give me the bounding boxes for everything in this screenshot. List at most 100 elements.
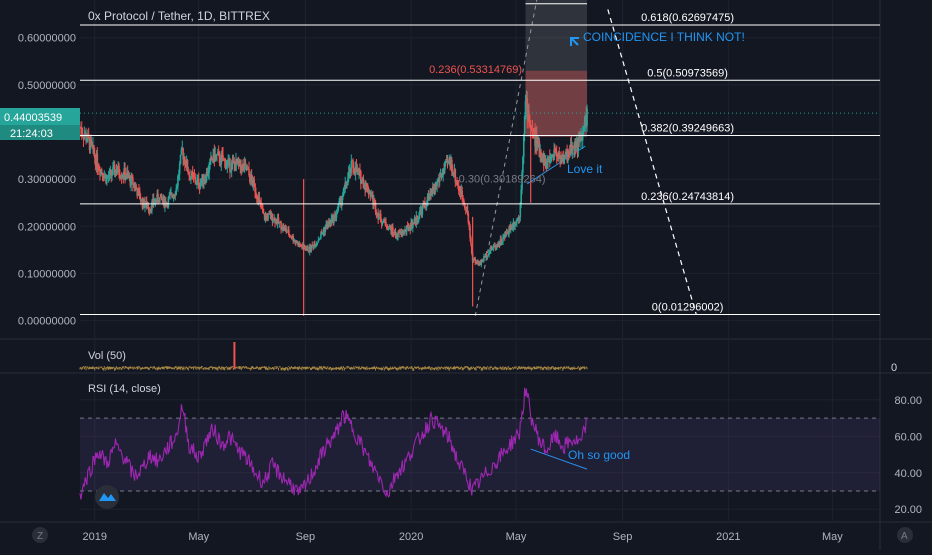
candle-body [215,154,217,156]
rsi-axis[interactable]: 80.00 60.00 40.00 20.00 [894,395,922,516]
candle-body [400,231,403,235]
volume-bar [158,366,160,370]
candle-body [509,224,512,231]
volume-bar [417,366,419,368]
volume-bar [203,367,205,370]
price-badge[interactable]: 0.44003539 21:24:03 [0,108,80,140]
volume-bar [299,367,301,370]
volume-bar [415,366,417,369]
candle-body [389,225,392,229]
candle-body [100,169,103,173]
time-tick-label: May [822,531,843,543]
right-badge[interactable]: A [897,527,913,543]
volume-bar [447,366,449,370]
candle-body [82,136,85,139]
volume-bar [89,367,91,369]
volume-bar [570,367,572,370]
candle-body [88,137,91,151]
volume-bar [154,366,156,369]
candle-body [110,169,113,176]
volume-bar [551,366,553,369]
volume-bar [442,367,444,370]
candle-body [228,158,230,159]
volume-bar [569,367,571,370]
volume-bar [373,366,375,369]
candle-body [534,131,536,147]
fib-level-label: 0.236(0.24743814) [641,191,734,203]
candle-body [99,170,101,175]
candle-body [477,261,479,263]
candle-body [479,262,482,265]
volume-bar [500,367,502,370]
trend-line-dashed [474,0,538,316]
volume-bar [404,367,406,370]
volume-bar [362,366,364,369]
candle-body [491,248,494,250]
candle-body [515,223,517,224]
candle-body [174,194,177,196]
annotation-love-it[interactable]: Love it [567,162,603,176]
candle-body [96,153,99,169]
volume-bar [464,366,466,369]
candle-body [103,175,106,179]
volume-bar [147,367,149,371]
annotation-coincidence[interactable]: COINCIDENCE I THINK NOT! [583,30,745,44]
annotation-oh-so-good[interactable]: Oh so good [568,448,630,462]
candle-body [425,205,428,207]
candle-body [460,190,463,197]
volume-bar [236,366,238,368]
candle-body [529,124,532,128]
time-tick-label: May [188,531,209,543]
volume-bar [516,367,518,369]
volume-bar [391,367,393,370]
volume-bar [363,367,365,370]
candle-body [138,188,140,192]
candle-body [150,208,152,211]
volume-bar [328,367,330,370]
volume-bar [336,367,338,369]
left-badge[interactable]: Z [32,527,48,543]
volume-bar [273,367,275,370]
candle-body [323,229,326,233]
volume-bar [439,367,441,370]
volume-bar [97,366,99,370]
volume-bar [168,366,170,369]
volume-bar [213,366,215,369]
volume-bar [459,367,461,370]
candle-body [442,169,444,176]
candle-body [347,173,350,179]
candle-body [369,192,372,197]
volume-bar [187,367,189,371]
candle-body [568,152,570,154]
candle-body [194,177,197,183]
volume-bar [382,366,384,368]
candle-body [429,190,431,196]
candle-body [81,133,84,137]
time-axis[interactable]: 2019 May Sep 2020 May Sep 2021 May [82,531,843,543]
candle-body [384,218,386,223]
volume-bar [332,367,334,370]
volume-bar [546,367,548,370]
volume-bar [148,367,150,370]
candle-body [487,254,490,257]
candle-body [204,179,207,182]
candle-body [585,115,587,126]
volume-bar [241,366,243,369]
candle-body [463,200,465,204]
candle-body [475,262,477,264]
candle-body [221,154,223,156]
candle-body [276,217,279,225]
price-tick-label: 0.20000000 [18,221,76,233]
volume-bar [388,367,390,371]
tradingview-logo-icon[interactable] [95,485,119,509]
candle-body [358,170,360,172]
volume-bar [378,367,380,370]
volume-bar [362,366,364,370]
candle-body [403,230,405,234]
volume-bar [120,367,122,369]
volume-bar [226,367,228,370]
volume-bar [222,367,224,370]
volume-bar [343,367,345,371]
candle-body [335,213,338,218]
